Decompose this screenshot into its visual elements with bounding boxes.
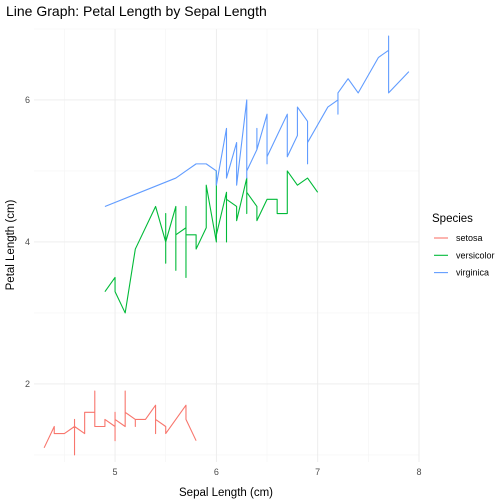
x-tick-label: 7 bbox=[315, 467, 320, 477]
legend-label-setosa: setosa bbox=[456, 233, 483, 243]
y-tick-label: 4 bbox=[25, 237, 30, 247]
y-tick-label: 2 bbox=[25, 379, 30, 389]
x-tick-label: 5 bbox=[113, 467, 118, 477]
x-axis-title: Sepal Length (cm) bbox=[179, 487, 273, 499]
legend-label-virginica: virginica bbox=[456, 268, 489, 278]
series-line-setosa bbox=[43, 390, 197, 456]
y-axis-title: Petal Length (cm) bbox=[5, 199, 17, 290]
x-tick-label: 6 bbox=[214, 467, 219, 477]
series-lines bbox=[43, 35, 410, 456]
series-line-virginica bbox=[104, 35, 410, 207]
legend-label-versicolor: versicolor bbox=[456, 250, 495, 260]
y-tick-label: 6 bbox=[25, 95, 30, 105]
x-tick-label: 8 bbox=[416, 467, 421, 477]
chart-title: Line Graph: Petal Length by Sepal Length bbox=[6, 3, 267, 19]
legend-items: setosa versicolor virginica bbox=[434, 233, 495, 278]
x-axis-ticks: 5 6 7 8 bbox=[113, 467, 422, 477]
legend: Species setosa versicolor virginica bbox=[432, 213, 495, 278]
plot-panel bbox=[34, 29, 419, 462]
y-axis-ticks: 2 4 6 bbox=[25, 95, 30, 389]
legend-title: Species bbox=[432, 213, 473, 225]
series-line-versicolor bbox=[104, 170, 319, 314]
